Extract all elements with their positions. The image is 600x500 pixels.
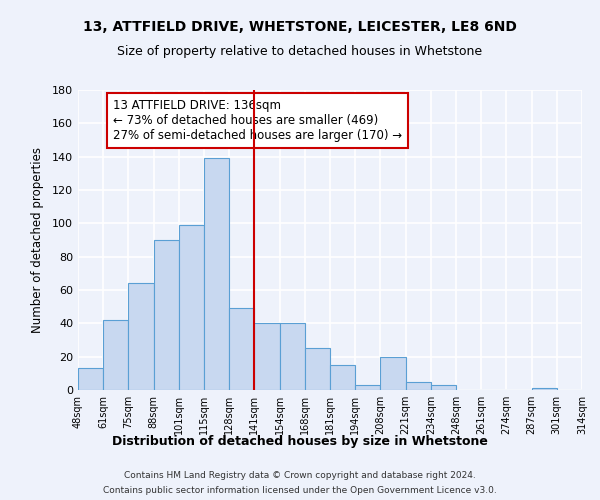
Bar — [78, 368, 103, 390]
Bar — [330, 365, 355, 390]
Text: Size of property relative to detached houses in Whetstone: Size of property relative to detached ho… — [118, 45, 482, 58]
Bar — [305, 348, 330, 390]
Bar — [380, 356, 406, 390]
Bar — [179, 225, 204, 390]
Bar — [128, 284, 154, 390]
Bar — [355, 385, 380, 390]
Y-axis label: Number of detached properties: Number of detached properties — [31, 147, 44, 333]
Bar — [254, 324, 280, 390]
Bar — [229, 308, 254, 390]
Text: Contains public sector information licensed under the Open Government Licence v3: Contains public sector information licen… — [103, 486, 497, 495]
Text: Distribution of detached houses by size in Whetstone: Distribution of detached houses by size … — [112, 435, 488, 448]
Bar — [280, 324, 305, 390]
Bar — [406, 382, 431, 390]
Text: Contains HM Land Registry data © Crown copyright and database right 2024.: Contains HM Land Registry data © Crown c… — [124, 471, 476, 480]
Bar — [103, 320, 128, 390]
Bar — [154, 240, 179, 390]
Bar — [532, 388, 557, 390]
Bar — [431, 385, 456, 390]
Text: 13 ATTFIELD DRIVE: 136sqm
← 73% of detached houses are smaller (469)
27% of semi: 13 ATTFIELD DRIVE: 136sqm ← 73% of detac… — [113, 99, 403, 142]
Bar — [204, 158, 229, 390]
Text: 13, ATTFIELD DRIVE, WHETSTONE, LEICESTER, LE8 6ND: 13, ATTFIELD DRIVE, WHETSTONE, LEICESTER… — [83, 20, 517, 34]
